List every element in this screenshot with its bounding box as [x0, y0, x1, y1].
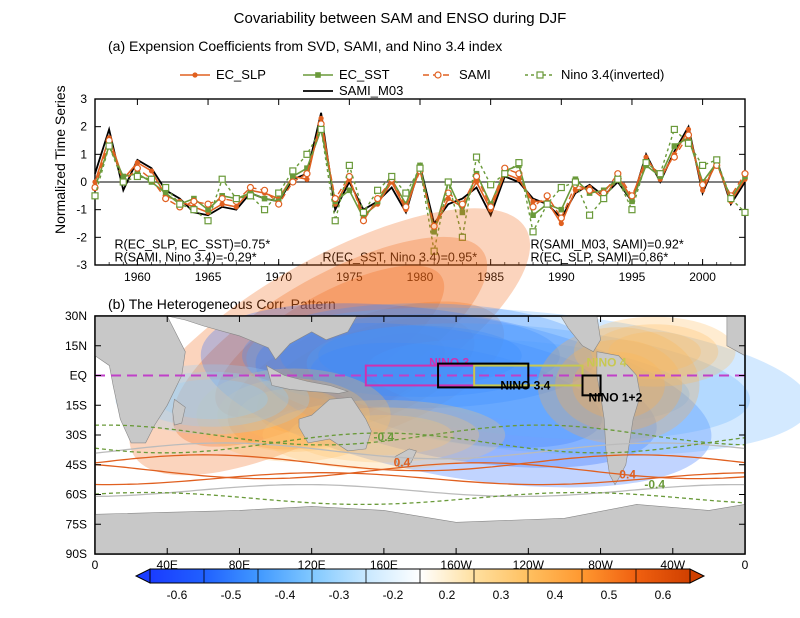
svg-text:-2: -2 — [76, 230, 87, 244]
svg-text:0: 0 — [742, 558, 749, 572]
svg-text:75S: 75S — [66, 517, 87, 531]
svg-text:90S: 90S — [66, 547, 87, 561]
legend-label: SAMI — [459, 67, 491, 82]
correlation-annotation: R(SAMI_M03, SAMI)=0.92* — [531, 237, 684, 251]
legend-label: SAMI_M03 — [339, 83, 403, 98]
panel-b: -0.4 0.4 0.4 -0.4 NINO 3 NINO 4 NINO 3.4 NINO 1… — [95, 316, 745, 554]
svg-text:1990: 1990 — [548, 270, 575, 284]
contour-label: 0.4 — [394, 456, 411, 470]
svg-text:2: 2 — [80, 120, 87, 134]
correlation-annotation: R(SAMI, Nino 3.4)=-0.29* — [115, 251, 257, 265]
colorbar: -0.6 -0.5 -0.4 -0.3 -0.2 0.2 0.3 0.4 0.5 0.6 — [150, 569, 690, 607]
svg-text:0.2: 0.2 — [439, 588, 456, 602]
svg-text:-0.5: -0.5 — [221, 588, 242, 602]
svg-text:15N: 15N — [65, 339, 87, 353]
nino-box-label: NINO 3 — [429, 356, 469, 370]
legend-label: EC_SST — [339, 67, 390, 82]
legend-label: Nino 3.4(inverted) — [561, 67, 664, 82]
svg-text:1: 1 — [80, 147, 87, 161]
svg-text:-3: -3 — [76, 258, 87, 272]
svg-text:-0.6: -0.6 — [167, 588, 188, 602]
svg-text:-0.4: -0.4 — [275, 588, 296, 602]
figure-title: Covariability between SAM and ENSO durin… — [0, 10, 800, 27]
correlation-annotation: R(EC_SLP, EC_SST)=0.75* — [115, 237, 271, 251]
contour-label: -0.4 — [374, 430, 395, 444]
svg-text:45S: 45S — [66, 458, 87, 472]
svg-text:1960: 1960 — [124, 270, 151, 284]
svg-text:0.5: 0.5 — [601, 588, 618, 602]
svg-text:30N: 30N — [65, 309, 87, 323]
svg-text:1995: 1995 — [619, 270, 646, 284]
svg-text:0: 0 — [92, 558, 99, 572]
svg-text:-1: -1 — [76, 203, 87, 217]
nino-box-label: NINO 4 — [587, 356, 627, 370]
contour-label: -0.4 — [644, 478, 665, 492]
contour-label: 0.4 — [619, 468, 636, 482]
figure-root: Covariability between SAM and ENSO durin… — [0, 0, 800, 618]
nino-box-label: NINO 3.4 — [500, 379, 550, 393]
svg-text:2000: 2000 — [689, 270, 716, 284]
svg-text:0.3: 0.3 — [493, 588, 510, 602]
svg-text:0.6: 0.6 — [655, 588, 672, 602]
svg-text:EQ: EQ — [70, 369, 87, 383]
svg-text:60S: 60S — [66, 488, 87, 502]
svg-text:-0.2: -0.2 — [383, 588, 404, 602]
svg-text:15S: 15S — [66, 398, 87, 412]
nino-box-label: NINO 1+2 — [589, 391, 643, 405]
svg-text:-0.3: -0.3 — [329, 588, 350, 602]
svg-text:30S: 30S — [66, 428, 87, 442]
svg-text:1965: 1965 — [195, 270, 222, 284]
svg-text:0.4: 0.4 — [547, 588, 564, 602]
panel-a-subtitle: (a) Expension Coefficients from SVD, SAM… — [108, 38, 502, 54]
panel-a-ylabel: Normalized Time Series — [52, 85, 68, 234]
svg-text:3: 3 — [80, 92, 87, 106]
legend-label: EC_SLP — [216, 67, 266, 82]
svg-text:0: 0 — [80, 175, 87, 189]
correlation-annotation: R(EC_SLP, SAMI)=0.86* — [531, 251, 669, 265]
